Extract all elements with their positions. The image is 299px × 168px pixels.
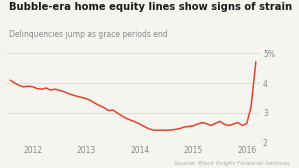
- Text: Bubble-era home equity lines show signs of strain: Bubble-era home equity lines show signs …: [9, 2, 292, 12]
- Text: Delinquencies jump as grace periods end: Delinquencies jump as grace periods end: [9, 30, 168, 39]
- Text: Source: Black Knight Financial Services: Source: Black Knight Financial Services: [174, 161, 290, 166]
